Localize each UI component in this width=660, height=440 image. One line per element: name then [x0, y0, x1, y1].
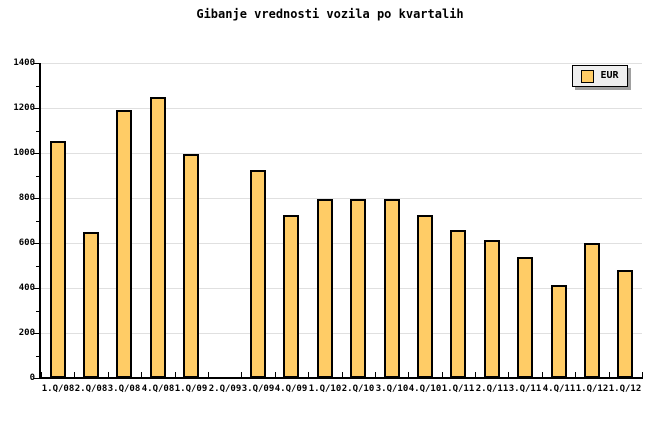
- chart-title: Gibanje vrednosti vozila po kvartalih: [196, 7, 464, 21]
- x-axis-label: 1.Q/08: [41, 384, 75, 394]
- x-axis-label: 4.Q/10: [408, 384, 442, 394]
- x-axis-tick: [241, 372, 242, 377]
- bar: [384, 199, 400, 378]
- bar: [417, 215, 433, 378]
- y-axis-minor-tick: [36, 131, 39, 132]
- bar: [517, 257, 533, 378]
- legend: EUR: [572, 65, 628, 87]
- bar: [317, 199, 333, 378]
- x-axis-label: 3.Q/10: [375, 384, 409, 394]
- bar: [250, 170, 266, 378]
- x-axis-tick: [41, 372, 42, 377]
- bar: [150, 97, 166, 378]
- y-axis-label: 1400: [13, 58, 35, 68]
- y-axis-tick: [34, 333, 39, 334]
- x-axis-label: 2.Q/10: [341, 384, 375, 394]
- y-axis-tick: [34, 198, 39, 199]
- x-axis-tick: [542, 372, 543, 377]
- x-axis-tick: [108, 372, 109, 377]
- y-axis-tick: [34, 378, 39, 379]
- x-axis-tick: [442, 372, 443, 377]
- x-axis-tick: [175, 372, 176, 377]
- y-axis-label: 400: [18, 283, 35, 293]
- y-axis-minor-tick: [36, 266, 39, 267]
- y-axis-label: 1200: [13, 103, 35, 113]
- gridline: [41, 288, 642, 289]
- y-axis-tick: [34, 153, 39, 154]
- x-axis-tick: [508, 372, 509, 377]
- x-axis-label: 2.Q/11: [475, 384, 509, 394]
- gridline: [41, 243, 642, 244]
- x-axis-label: 3.Q/08: [107, 384, 141, 394]
- legend-label: EUR: [600, 70, 619, 81]
- x-axis-tick: [275, 372, 276, 377]
- x-axis-tick: [208, 372, 209, 377]
- y-axis-minor-tick: [36, 221, 39, 222]
- bar: [350, 199, 366, 378]
- y-axis-line: [39, 63, 41, 379]
- x-axis-label: 3.Q/11: [508, 384, 542, 394]
- bar: [617, 270, 633, 378]
- bar: [183, 154, 199, 378]
- y-axis-label: 1000: [13, 148, 35, 158]
- bar: [450, 230, 466, 378]
- y-axis-tick: [34, 288, 39, 289]
- bar: [484, 240, 500, 378]
- x-axis-label: 3.Q/09: [241, 384, 275, 394]
- gridline: [41, 63, 642, 64]
- gridline: [41, 198, 642, 199]
- x-axis-label: 1.Q/12: [575, 384, 609, 394]
- y-axis-minor-tick: [36, 176, 39, 177]
- gridline: [41, 153, 642, 154]
- legend-swatch: [581, 69, 595, 83]
- x-axis-label: 2.Q/09: [208, 384, 242, 394]
- bar: [116, 110, 132, 378]
- x-axis-tick: [375, 372, 376, 377]
- y-axis-minor-tick: [36, 311, 39, 312]
- x-axis-tick: [609, 372, 610, 377]
- x-axis-tick: [475, 372, 476, 377]
- bar: [584, 243, 600, 378]
- y-axis-tick: [34, 63, 39, 64]
- x-axis-label: 1.Q/11: [441, 384, 475, 394]
- bar: [551, 285, 567, 378]
- y-axis-label: 800: [18, 193, 35, 203]
- bar: [283, 215, 299, 378]
- y-axis-minor-tick: [36, 356, 39, 357]
- x-axis-tick: [575, 372, 576, 377]
- y-axis-tick: [34, 243, 39, 244]
- x-axis-tick: [74, 372, 75, 377]
- x-axis-label: 4.Q/11: [542, 384, 576, 394]
- bar: [83, 232, 99, 378]
- x-axis-label: 4.Q/09: [274, 384, 308, 394]
- x-axis-label: 1.Q/10: [308, 384, 342, 394]
- y-axis-tick: [34, 108, 39, 109]
- bar: [50, 141, 66, 378]
- x-axis-label: 4.Q/08: [141, 384, 175, 394]
- x-axis-label: 1.Q/12: [608, 384, 642, 394]
- x-axis-line: [39, 377, 643, 379]
- x-axis-label: 1.Q/09: [174, 384, 208, 394]
- x-axis-tick: [342, 372, 343, 377]
- x-axis-label: 2.Q/08: [74, 384, 108, 394]
- gridline: [41, 333, 642, 334]
- x-axis-tick: [308, 372, 309, 377]
- x-axis-tick: [141, 372, 142, 377]
- y-axis-minor-tick: [36, 86, 39, 87]
- x-axis-tick: [642, 372, 643, 377]
- y-axis-label: 600: [18, 238, 35, 248]
- x-axis-tick: [408, 372, 409, 377]
- y-axis-label: 0: [29, 373, 35, 383]
- gridline: [41, 108, 642, 109]
- y-axis-label: 200: [18, 328, 35, 338]
